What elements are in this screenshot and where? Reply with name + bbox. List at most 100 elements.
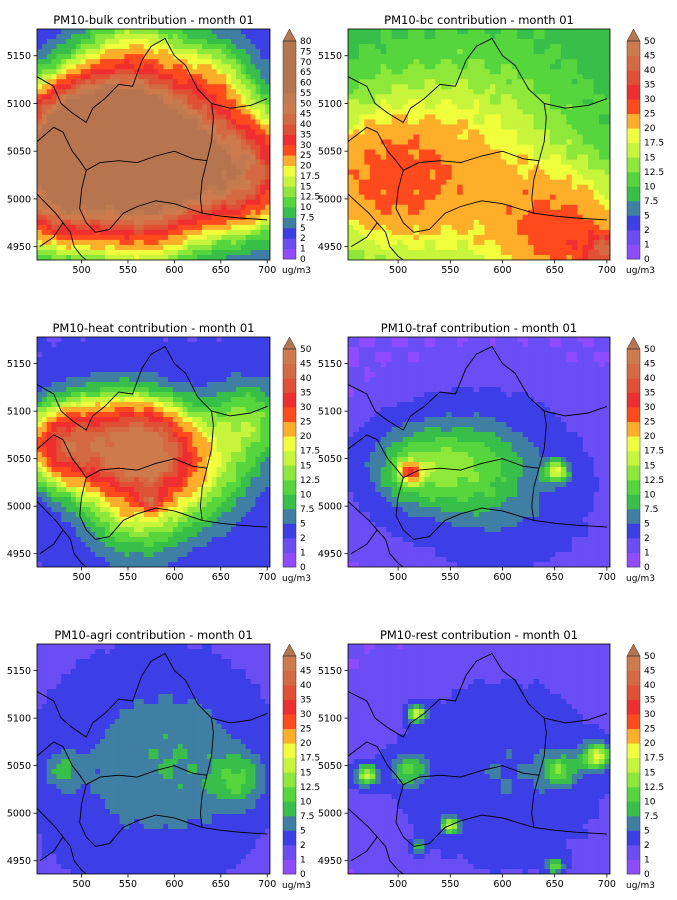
heat-cell: [260, 49, 266, 55]
heat-cell: [85, 209, 91, 216]
heat-cell: [375, 74, 382, 80]
heat-cell: [56, 79, 62, 85]
heat-cell: [134, 79, 140, 85]
heat-cell: [560, 204, 567, 211]
heat-cell: [192, 129, 198, 136]
heat-cell: [46, 477, 53, 483]
heat-cell: [75, 377, 82, 383]
heat-cell: [245, 159, 252, 166]
heat-cell: [231, 194, 237, 201]
heat-cell: [604, 159, 610, 166]
heat-cell: [134, 209, 140, 216]
heat-cell: [375, 99, 382, 105]
heat-cell: [555, 29, 562, 35]
heat-cell: [211, 99, 218, 105]
heat-cell: [413, 209, 420, 216]
heat-cell: [577, 69, 584, 75]
heat-cell: [375, 64, 382, 70]
heat-cell: [593, 234, 600, 241]
heat-cell: [566, 59, 573, 65]
heat-cell: [500, 229, 507, 236]
heat-cell: [172, 244, 179, 251]
heat-cell: [358, 189, 365, 196]
heat-cell: [70, 124, 77, 131]
heat-cell: [522, 89, 529, 95]
heat-cell: [46, 372, 53, 378]
heat-cell: [418, 204, 426, 211]
heat-cell: [386, 89, 393, 95]
heat-cell: [549, 169, 557, 176]
heat-cell: [129, 89, 135, 95]
x-tick-label: 700: [598, 265, 616, 276]
heat-cell: [66, 532, 72, 538]
heat-cell: [484, 184, 491, 191]
heat-cell: [216, 94, 223, 100]
heat-cell: [41, 104, 48, 110]
heat-cell: [114, 229, 121, 236]
heat-cell: [369, 169, 376, 176]
heat-cell: [468, 244, 475, 251]
colorbar-label: 60: [300, 79, 312, 89]
heat-cell: [153, 139, 159, 146]
heat-cell: [348, 49, 355, 55]
heat-cell: [250, 144, 257, 151]
heat-cell: [260, 109, 266, 115]
heat-cell: [211, 49, 218, 55]
heat-cell: [566, 89, 573, 95]
heat-cell: [66, 422, 72, 428]
heat-cell: [260, 204, 266, 211]
heat-cell: [226, 164, 232, 171]
heat-cell: [177, 74, 184, 80]
heat-cell: [70, 527, 77, 533]
heat-cell: [245, 194, 252, 201]
heat-cell: [462, 204, 469, 211]
heat-cell: [375, 29, 382, 35]
heat-cell: [402, 59, 409, 65]
heat-cell: [549, 64, 557, 70]
heat-cell: [397, 199, 404, 206]
colorbar-label: 25: [300, 151, 311, 161]
heat-cell: [85, 234, 91, 241]
heat-cell: [168, 184, 174, 191]
heat-cell: [172, 214, 179, 221]
heat-cell: [539, 204, 546, 211]
heat-cell: [90, 229, 96, 236]
heat-cell: [202, 214, 208, 221]
heat-cell: [51, 224, 58, 231]
heat-cell: [462, 214, 469, 221]
heat-cell: [500, 254, 507, 260]
heat-cell: [177, 84, 184, 90]
heat-cell: [226, 59, 232, 65]
heat-cell: [37, 249, 43, 256]
heat-cell: [75, 239, 82, 246]
heat-cell: [202, 69, 208, 75]
heat-cell: [56, 507, 62, 513]
colorbar-segment: [283, 82, 296, 94]
heat-cell: [462, 244, 469, 251]
heat-cell: [100, 104, 106, 110]
heat-cell: [260, 34, 266, 40]
heat-cell: [375, 189, 382, 196]
heat-cell: [566, 134, 573, 141]
heat-cell: [364, 64, 371, 70]
heat-cell: [250, 239, 257, 246]
heat-cell: [435, 49, 442, 55]
heat-cell: [240, 154, 247, 161]
heat-cell: [479, 219, 486, 226]
heat-cell: [104, 204, 111, 211]
heat-cell: [250, 79, 257, 85]
heat-cell: [380, 119, 387, 126]
heat-cell: [240, 174, 247, 181]
heat-cell: [80, 129, 87, 136]
heat-cell: [46, 462, 53, 468]
heat-cell: [37, 367, 43, 373]
heat-cell: [528, 129, 535, 136]
heat-cell: [522, 194, 529, 201]
heat-cell: [408, 209, 415, 216]
heat-cell: [500, 89, 507, 95]
heat-cell: [479, 209, 486, 216]
heat-cell: [51, 169, 58, 176]
heat-cell: [41, 234, 48, 241]
heat-cell: [533, 204, 540, 211]
heat-cell: [197, 134, 203, 141]
